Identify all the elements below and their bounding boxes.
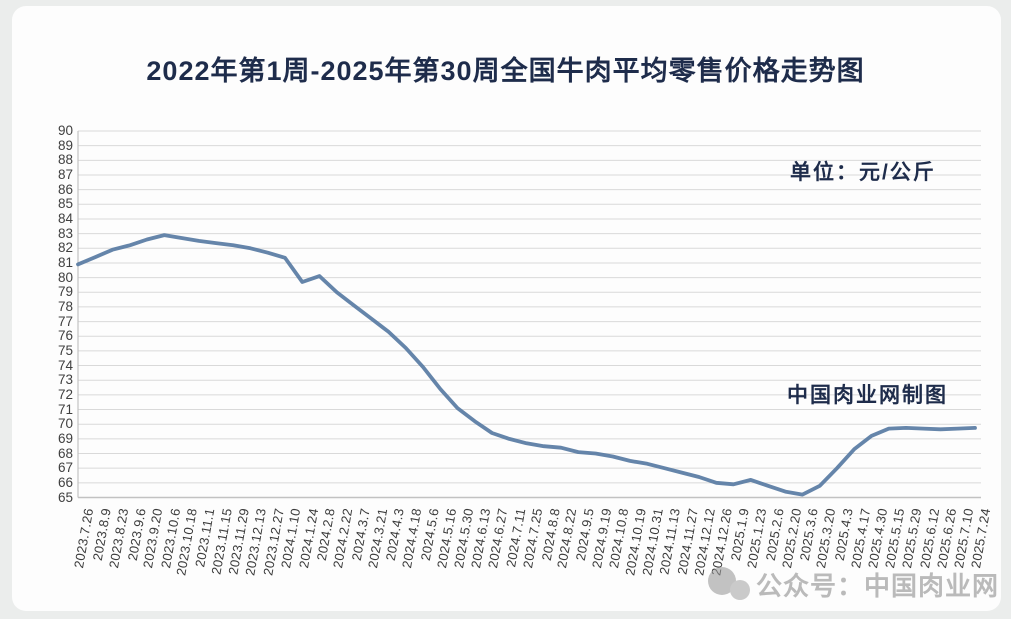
y-axis-tick-label: 67 bbox=[57, 460, 73, 476]
y-axis-tick-label: 71 bbox=[57, 401, 73, 417]
y-axis-tick-label: 78 bbox=[57, 298, 73, 314]
watermark-text: 公众号：中国肉业网 bbox=[756, 570, 1000, 601]
y-axis-tick-label: 90 bbox=[57, 123, 73, 138]
price-line-series bbox=[76, 233, 977, 497]
credit-annotation: 中国肉业网制图 bbox=[787, 384, 948, 407]
y-axis-tick-label: 74 bbox=[57, 357, 73, 373]
wechat-icon bbox=[708, 567, 750, 600]
y-axis-tick-label: 84 bbox=[57, 210, 73, 226]
y-axis-tick-label: 65 bbox=[57, 489, 73, 505]
y-axis-tick-label: 77 bbox=[57, 313, 73, 329]
watermark: 公众号：中国肉业网 bbox=[704, 563, 999, 605]
y-axis-tick-label: 88 bbox=[57, 152, 73, 168]
chart-card bbox=[12, 6, 1001, 611]
chart-title: 2022年第1周-2025年第30周全国牛肉平均零售价格走势图 bbox=[146, 56, 865, 86]
y-axis-tick-label: 68 bbox=[57, 445, 73, 461]
y-axis-tick-label: 76 bbox=[57, 328, 73, 344]
y-axis-tick-label: 69 bbox=[57, 430, 73, 446]
y-axis-tick-label: 72 bbox=[57, 386, 73, 402]
unit-annotation: 单位：元/公斤 bbox=[790, 161, 936, 184]
y-axis-tick-label: 86 bbox=[57, 181, 73, 197]
y-axis-tick-label: 87 bbox=[57, 166, 73, 182]
y-axis-tick-label: 66 bbox=[57, 474, 73, 490]
y-axis-tick-label: 82 bbox=[57, 240, 73, 256]
y-axis-tick-label: 80 bbox=[57, 269, 73, 285]
y-axis-tick-label: 70 bbox=[57, 416, 73, 432]
y-axis-tick-label: 79 bbox=[57, 284, 73, 300]
y-axis-tick-label: 73 bbox=[57, 372, 73, 388]
y-axis-tick-label: 81 bbox=[57, 254, 73, 270]
y-axis-tick-label: 75 bbox=[57, 342, 73, 358]
y-axis-tick-label: 83 bbox=[57, 225, 73, 241]
y-axis-tick-label: 85 bbox=[57, 196, 73, 212]
y-axis-tick-label: 89 bbox=[57, 137, 73, 153]
